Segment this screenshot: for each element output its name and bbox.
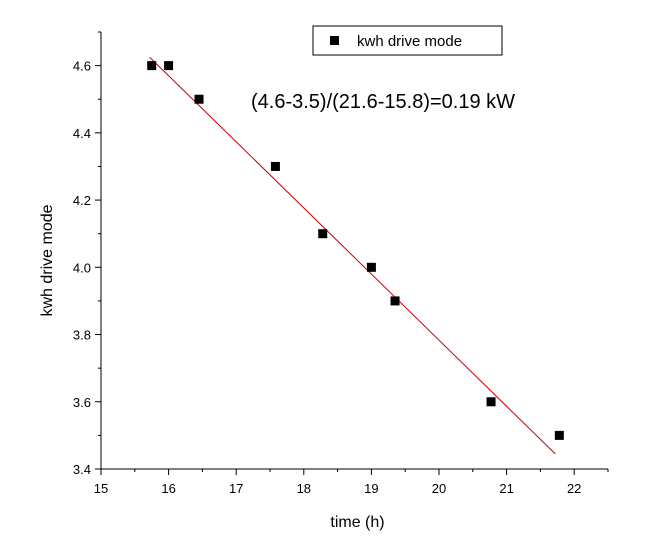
data-point <box>366 262 376 272</box>
x-tick-label: 17 <box>229 481 243 496</box>
x-tick-label: 16 <box>161 481 175 496</box>
y-tick-label: 4.6 <box>73 59 91 74</box>
x-tick-label: 21 <box>499 481 513 496</box>
regression-line <box>149 56 556 455</box>
data-point <box>164 61 174 71</box>
fit-line-group <box>149 56 556 455</box>
x-tick-label: 15 <box>94 481 108 496</box>
x-tick-label: 20 <box>432 481 446 496</box>
x-tick-label: 18 <box>297 481 311 496</box>
legend-marker-square <box>330 36 339 45</box>
x-axis-title: time (h) <box>330 514 384 531</box>
data-point <box>486 397 496 407</box>
data-points-group <box>147 61 564 440</box>
legend-label: kwh drive mode <box>357 33 462 50</box>
y-tick-label: 3.8 <box>73 328 91 343</box>
y-tick-label: 3.4 <box>73 462 91 477</box>
y-tick-label: 4.2 <box>73 193 91 208</box>
data-point <box>554 430 564 440</box>
y-tick-label: 4.0 <box>73 260 91 275</box>
legend: kwh drive mode <box>312 25 503 56</box>
y-axis-title: kwh drive mode <box>39 204 56 316</box>
legend-box <box>312 25 503 56</box>
x-tick-label: 19 <box>364 481 378 496</box>
y-ticks-group: 3.4 3.6 3.8 4.0 4.2 4.4 4.6 <box>73 31 101 477</box>
x-tick-label: 22 <box>567 481 581 496</box>
data-point <box>318 229 328 239</box>
data-point <box>194 94 204 104</box>
data-point <box>390 296 400 306</box>
y-tick-label: 4.4 <box>73 126 91 141</box>
data-point <box>270 161 280 171</box>
slope-annotation: (4.6-3.5)/(21.6-15.8)=0.19 kW <box>251 91 515 113</box>
data-point <box>147 61 157 71</box>
y-tick-label: 3.6 <box>73 395 91 410</box>
axes-group <box>100 32 608 470</box>
x-ticks-group: 15 16 17 18 19 20 21 22 <box>94 469 609 496</box>
